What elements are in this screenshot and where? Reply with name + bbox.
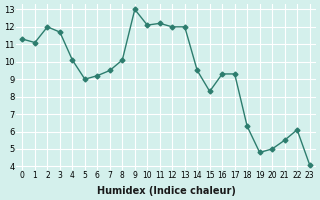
X-axis label: Humidex (Indice chaleur): Humidex (Indice chaleur) — [97, 186, 236, 196]
